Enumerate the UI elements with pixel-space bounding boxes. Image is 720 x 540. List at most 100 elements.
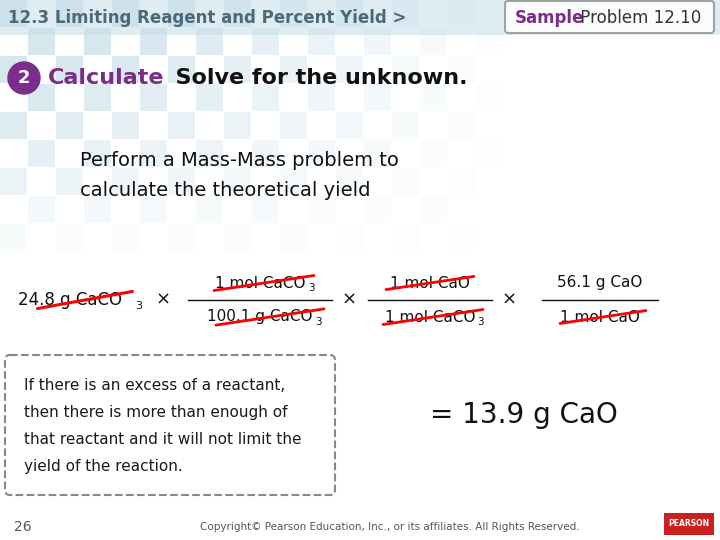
Bar [224,0,251,27]
Bar [28,28,55,55]
Bar [280,112,307,139]
Bar [56,224,83,251]
Bar [448,56,475,83]
Bar [140,84,167,111]
Text: ×: × [156,291,171,309]
Bar [196,84,223,111]
Text: Copyright© Pearson Education, Inc., or its affiliates. All Rights Reserved.: Copyright© Pearson Education, Inc., or i… [200,522,580,532]
Text: If there is an excess of a reactant,: If there is an excess of a reactant, [24,377,285,393]
Bar [196,140,223,167]
Bar [364,28,391,55]
Text: 100.1 g CaCO: 100.1 g CaCO [207,309,312,325]
Bar [140,196,167,223]
Bar [476,84,503,111]
Bar [84,140,111,167]
Bar [28,140,55,167]
Bar [0,56,27,83]
Bar [420,196,447,223]
Bar [168,112,195,139]
Bar [168,168,195,195]
Bar [0,168,27,195]
Text: Problem 12.10: Problem 12.10 [575,9,701,27]
Text: PEARSON: PEARSON [668,519,710,529]
Bar [448,224,475,251]
Text: 1 mol CaCO: 1 mol CaCO [384,309,475,325]
Text: 56.1 g CaO: 56.1 g CaO [557,275,643,291]
Bar [392,224,419,251]
Bar [224,56,251,83]
Bar [364,140,391,167]
Bar [336,168,363,195]
Bar [112,112,139,139]
Bar [0,112,27,139]
Text: that reactant and it will not limit the: that reactant and it will not limit the [24,431,302,447]
Bar [56,0,83,27]
FancyBboxPatch shape [5,355,335,495]
Text: 3: 3 [135,301,142,311]
Text: yield of the reaction.: yield of the reaction. [24,458,183,474]
Bar [224,112,251,139]
Bar [308,196,335,223]
Text: then there is more than enough of: then there is more than enough of [24,404,287,420]
Bar [336,112,363,139]
Bar [280,56,307,83]
Bar [448,0,475,27]
Bar [0,0,720,35]
Bar [224,168,251,195]
Bar [112,168,139,195]
Bar [420,28,447,55]
Bar [140,28,167,55]
Bar [364,84,391,111]
Bar [392,112,419,139]
Bar [420,140,447,167]
Bar [168,56,195,83]
Bar [84,196,111,223]
Bar [392,0,419,27]
Bar [364,196,391,223]
Bar [252,28,279,55]
Bar [420,84,447,111]
Bar [448,112,475,139]
Bar [84,84,111,111]
Text: 3: 3 [477,317,484,327]
Bar [476,140,503,167]
Text: 1 mol CaO: 1 mol CaO [390,275,470,291]
Bar [28,196,55,223]
Text: Sample: Sample [515,9,585,27]
Bar [0,0,27,27]
Text: 1 mol CaCO: 1 mol CaCO [215,275,305,291]
Bar [112,0,139,27]
Bar [308,140,335,167]
Text: 1 mol CaO: 1 mol CaO [560,309,640,325]
Bar [224,224,251,251]
Text: calculate the theoretical yield: calculate the theoretical yield [80,180,371,199]
Bar [56,56,83,83]
Bar [140,140,167,167]
Bar [308,84,335,111]
Bar [308,28,335,55]
Text: Perform a Mass-Mass problem to: Perform a Mass-Mass problem to [80,151,399,170]
Bar [392,56,419,83]
Text: 2: 2 [18,69,30,87]
Bar [252,196,279,223]
Text: ×: × [342,291,357,309]
Bar [336,0,363,27]
Text: 3: 3 [308,283,315,293]
Text: ×: × [502,291,517,309]
Text: Solve for the unknown.: Solve for the unknown. [160,68,467,88]
Bar [56,112,83,139]
Bar [112,224,139,251]
Bar [0,224,27,251]
Bar [168,224,195,251]
Bar [168,0,195,27]
Bar [448,168,475,195]
Bar [252,140,279,167]
Bar [280,224,307,251]
Bar [196,28,223,55]
Text: 26: 26 [14,520,32,534]
Bar [84,28,111,55]
Bar [280,168,307,195]
Bar [336,56,363,83]
Text: Calculate: Calculate [48,68,164,88]
Bar [56,168,83,195]
